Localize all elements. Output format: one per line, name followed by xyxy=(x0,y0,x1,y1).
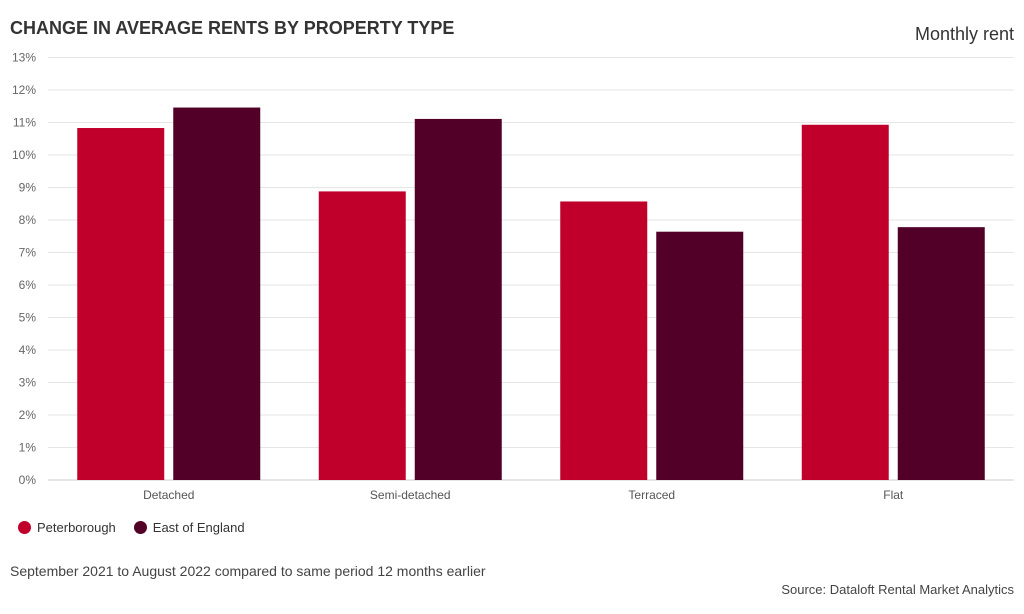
bar-detached-peterborough xyxy=(77,128,165,480)
bar-semi-detached-peterborough xyxy=(318,191,406,480)
bar-terraced-peterborough xyxy=(560,201,648,480)
y-tick-label: 1% xyxy=(19,441,37,455)
bar-flat-east-of-england xyxy=(897,227,985,480)
legend-label: Peterborough xyxy=(37,520,116,535)
y-tick-label: 6% xyxy=(19,278,37,292)
y-tick-label: 5% xyxy=(19,311,37,325)
legend-swatch-icon xyxy=(133,521,147,534)
bar-flat-peterborough xyxy=(801,124,889,481)
x-tick-label: Terraced xyxy=(628,488,675,502)
legend: Peterborough East of England xyxy=(18,520,245,535)
bar-detached-east-of-england xyxy=(173,107,261,481)
y-tick-label: 8% xyxy=(19,213,37,227)
y-tick-label: 3% xyxy=(19,376,37,390)
bar-terraced-east-of-england xyxy=(656,231,744,480)
x-tick-label: Detached xyxy=(143,488,194,502)
y-tick-label: 10% xyxy=(12,148,36,162)
x-tick-label: Semi-detached xyxy=(370,488,451,502)
chart-title: CHANGE IN AVERAGE RENTS BY PROPERTY TYPE xyxy=(10,18,455,38)
legend-swatch-icon xyxy=(18,521,31,534)
y-tick-label: 4% xyxy=(19,343,37,357)
y-tick-label: 12% xyxy=(12,83,36,97)
y-tick-label: 11% xyxy=(13,116,36,130)
y-tick-label: 9% xyxy=(19,181,37,195)
legend-item-east-of-england[interactable]: East of England xyxy=(133,520,245,535)
legend-label: East of England xyxy=(152,520,245,535)
footnote: September 2021 to August 2022 compared t… xyxy=(10,563,486,579)
y-tick-label: 0% xyxy=(19,473,37,487)
source-note: Source: Dataloft Rental Market Analytics xyxy=(781,582,1014,597)
chart-subtitle: Monthly rent xyxy=(914,24,1014,44)
y-tick-label: 2% xyxy=(19,408,37,422)
y-tick-label: 7% xyxy=(19,246,37,260)
y-tick-label: 13% xyxy=(12,51,36,65)
legend-item-peterborough[interactable]: Peterborough xyxy=(18,520,116,535)
bar-semi-detached-east-of-england xyxy=(414,118,502,481)
x-tick-label: Flat xyxy=(883,488,904,502)
